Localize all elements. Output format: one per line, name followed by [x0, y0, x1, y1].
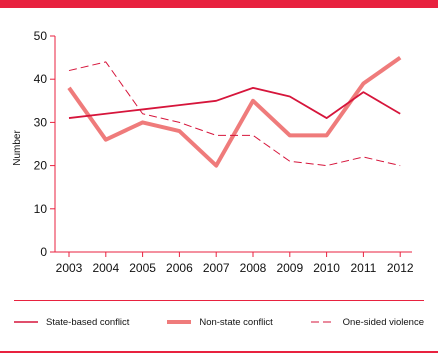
y-tick-label: 10	[34, 202, 48, 216]
x-tick-label: 2010	[313, 261, 340, 275]
y-tick-label: 0	[40, 245, 47, 259]
x-tick-label: 2008	[240, 261, 267, 275]
legend-item-state-based: State-based conflict	[14, 317, 129, 328]
legend-item-non-state: Non-state conflict	[167, 316, 273, 328]
legend-label-non-state: Non-state conflict	[199, 316, 273, 328]
y-axis: 0 10 20 30 40 50	[34, 29, 56, 259]
y-tick-label: 40	[34, 72, 48, 86]
x-tick-label: 2009	[276, 261, 303, 275]
y-tick-label: 20	[34, 159, 48, 173]
legend-divider	[14, 300, 424, 301]
legend: State-based conflict Non-state conflict …	[14, 312, 424, 332]
y-axis-title: Number	[12, 130, 23, 166]
bottom-accent-rule	[0, 351, 438, 353]
legend-label-one-sided: One-sided violence	[342, 316, 424, 328]
y-tick-label: 30	[34, 115, 48, 129]
x-tick-label: 2005	[129, 261, 156, 275]
top-accent-bar	[0, 0, 438, 8]
series-layer	[67, 55, 402, 168]
series-line-non-state-conflict	[67, 55, 402, 168]
legend-item-one-sided: One-sided violence	[310, 316, 424, 328]
x-tick-label: 2004	[92, 261, 119, 275]
x-tick-label: 2003	[56, 261, 83, 275]
series-line-one-sided-violence	[68, 61, 401, 167]
x-axis: 2003 2004 2005 2006 2007 2008 2009 2010 2011 2012	[55, 251, 414, 275]
line-chart: 0 10 20 30 40 50 2003 2004 2005 2006 2007 2008 2009…	[12, 29, 414, 275]
legend-swatch-one-sided	[310, 317, 335, 327]
x-tick-label: 2006	[166, 261, 193, 275]
legend-label-state-based: State-based conflict	[46, 316, 130, 328]
legend-swatch-non-state	[167, 317, 192, 327]
series-line-state-based-conflict	[68, 86, 401, 119]
x-tick-label: 2011	[350, 261, 376, 275]
x-tick-label: 2012	[387, 261, 414, 275]
y-tick-label: 50	[34, 29, 48, 43]
x-tick-label: 2007	[203, 261, 230, 275]
legend-swatch-state-based	[14, 317, 38, 327]
